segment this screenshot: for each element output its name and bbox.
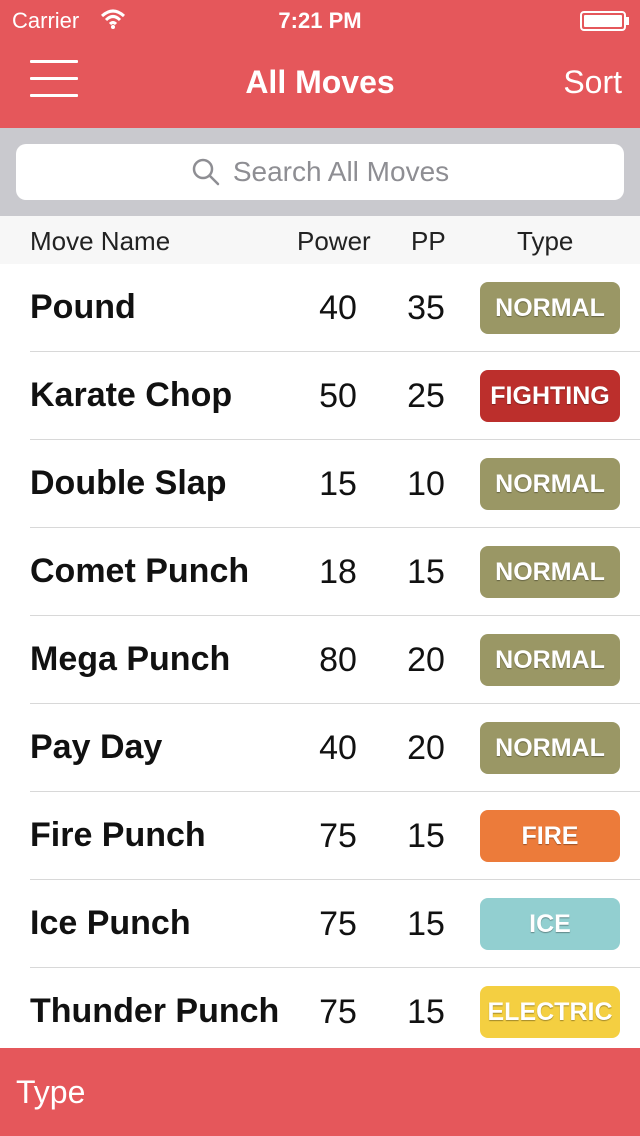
search-placeholder: Search All Moves <box>232 156 450 187</box>
move-name: Comet Punch <box>30 552 250 590</box>
move-power: 50 <box>319 377 357 415</box>
column-pp: PP <box>411 226 446 256</box>
column-header: Move Name Power PP Type <box>0 216 640 264</box>
type-badge: NORMAL <box>480 722 620 774</box>
move-pp: 10 <box>407 465 445 503</box>
search-icon <box>192 158 220 186</box>
search-input[interactable]: Search All Moves <box>16 144 624 200</box>
type-badge: FIGHTING <box>480 370 620 422</box>
divider <box>30 351 640 352</box>
list-item[interactable]: Comet Punch 18 15 NORMAL <box>0 528 640 616</box>
moves-list[interactable]: Pound 40 35 NORMAL Karate Chop 50 25 FIG… <box>0 264 640 1048</box>
move-pp: 20 <box>407 729 445 767</box>
move-power: 75 <box>319 905 357 943</box>
type-badge: NORMAL <box>480 634 620 686</box>
type-badge: ICE <box>480 898 620 950</box>
move-pp: 25 <box>407 377 445 415</box>
list-item[interactable]: Pay Day 40 20 NORMAL <box>0 704 640 792</box>
type-badge: ELECTRIC <box>480 986 620 1038</box>
divider <box>30 879 640 880</box>
type-badge: NORMAL <box>480 282 620 334</box>
move-power: 75 <box>319 993 357 1031</box>
move-pp: 20 <box>407 641 445 679</box>
move-name: Pound <box>30 288 136 326</box>
move-name: Fire Punch <box>30 816 206 854</box>
list-item[interactable]: Thunder Punch 75 15 ELECTRIC <box>0 968 640 1048</box>
status-bar: Carrier 7:21 PM <box>0 0 640 40</box>
column-power: Power <box>297 226 371 256</box>
list-item[interactable]: Ice Punch 75 15 ICE <box>0 880 640 968</box>
type-filter-label[interactable]: Type <box>16 1074 86 1110</box>
wifi-icon <box>100 9 126 29</box>
move-pp: 15 <box>407 993 445 1031</box>
move-name: Double Slap <box>30 464 227 502</box>
divider <box>30 703 640 704</box>
type-badge: NORMAL <box>480 546 620 598</box>
divider <box>30 615 640 616</box>
page-title: All Moves <box>245 64 395 100</box>
move-pp: 35 <box>407 289 445 327</box>
list-item[interactable]: Karate Chop 50 25 FIGHTING <box>0 352 640 440</box>
list-item[interactable]: Fire Punch 75 15 FIRE <box>0 792 640 880</box>
list-item[interactable]: Double Slap 15 10 NORMAL <box>0 440 640 528</box>
status-time: 7:21 PM <box>278 8 362 33</box>
move-power: 18 <box>319 553 357 591</box>
type-badge: FIRE <box>480 810 620 862</box>
battery-icon <box>580 11 629 31</box>
move-name: Ice Punch <box>30 904 191 942</box>
column-move-name: Move Name <box>30 226 171 256</box>
menu-icon[interactable] <box>30 60 78 100</box>
search-bar: Search All Moves <box>0 128 640 216</box>
divider <box>30 439 640 440</box>
move-pp: 15 <box>407 905 445 943</box>
type-filter-bar[interactable]: Type <box>0 1048 640 1136</box>
move-name: Pay Day <box>30 728 163 766</box>
move-name: Mega Punch <box>30 640 231 678</box>
nav-bar: All Moves Sort <box>0 40 640 128</box>
divider <box>30 967 640 968</box>
type-badge: NORMAL <box>480 458 620 510</box>
move-power: 40 <box>319 289 357 327</box>
move-power: 80 <box>319 641 357 679</box>
sort-button[interactable]: Sort <box>563 64 622 100</box>
carrier-label: Carrier <box>12 8 80 33</box>
move-power: 40 <box>319 729 357 767</box>
move-name: Thunder Punch <box>30 992 280 1030</box>
list-item[interactable]: Mega Punch 80 20 NORMAL <box>0 616 640 704</box>
list-item[interactable]: Pound 40 35 NORMAL <box>0 264 640 352</box>
move-power: 75 <box>319 817 357 855</box>
divider <box>30 527 640 528</box>
header: Carrier 7:21 PM All Moves Sort <box>0 0 640 128</box>
move-name: Karate Chop <box>30 376 233 414</box>
move-power: 15 <box>319 465 357 503</box>
move-pp: 15 <box>407 553 445 591</box>
move-pp: 15 <box>407 817 445 855</box>
divider <box>30 791 640 792</box>
column-type: Type <box>517 226 574 256</box>
